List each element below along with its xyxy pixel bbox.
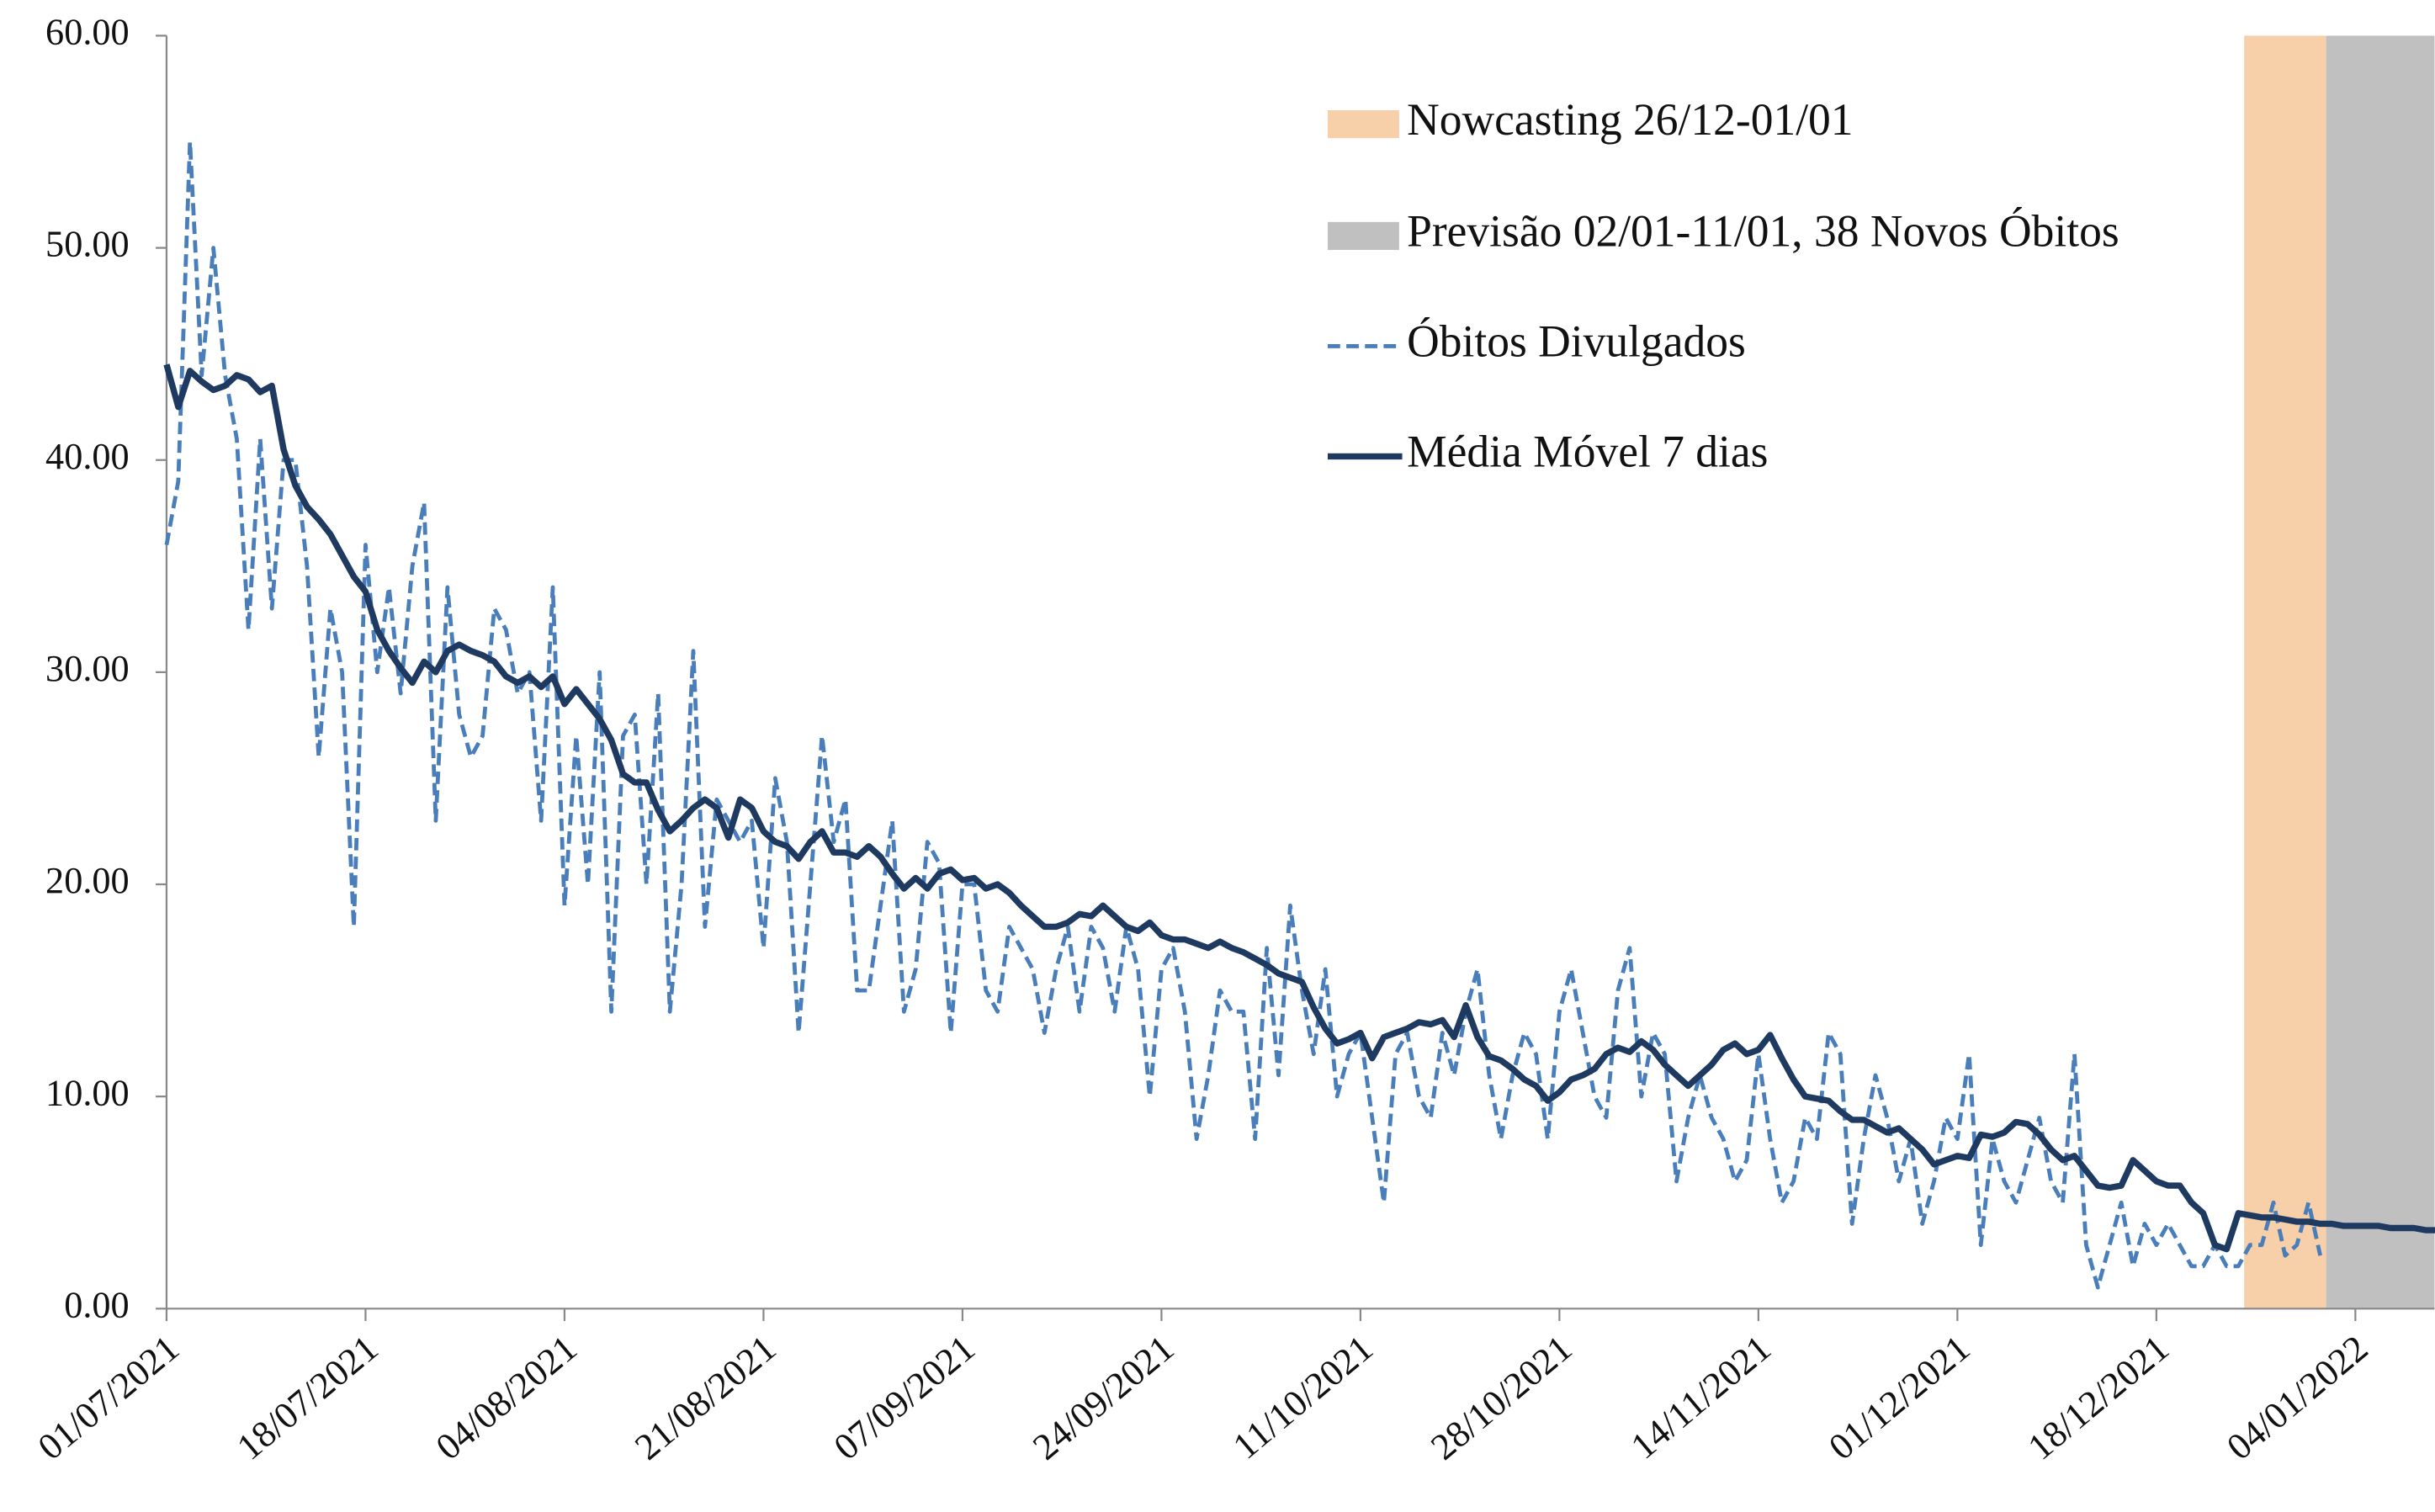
span-band <box>2326 35 2435 1309</box>
x-tick-label: 01/12/2021 <box>1821 1327 1977 1467</box>
y-tick-label: 30.00 <box>45 648 130 689</box>
x-tick-label: 07/09/2021 <box>826 1327 983 1467</box>
y-tick-label: 10.00 <box>45 1072 130 1113</box>
legend-label: Média Móvel 7 dias <box>1407 427 1768 477</box>
x-tick-label: 04/08/2021 <box>428 1327 585 1467</box>
x-tick-label: 18/12/2021 <box>2020 1327 2177 1467</box>
x-tick-label: 01/07/2021 <box>30 1327 187 1467</box>
y-tick-label: 40.00 <box>45 436 130 477</box>
y-tick-label: 20.00 <box>45 860 130 901</box>
legend-swatch <box>1327 109 1399 139</box>
x-tick-label: 18/07/2021 <box>229 1327 385 1467</box>
span-band <box>2244 35 2326 1309</box>
x-tick-label: 28/10/2021 <box>1423 1327 1579 1467</box>
legend-label: Nowcasting 26/12-01/01 <box>1407 94 1853 145</box>
x-tick-label: 11/10/2021 <box>1225 1327 1381 1467</box>
y-tick-label: 50.00 <box>45 224 130 265</box>
legend-label: Previsão 02/01-11/01, 38 Novos Óbitos <box>1407 206 2119 257</box>
legend-label: Óbitos Divulgados <box>1407 316 1746 367</box>
x-tick-label: 21/08/2021 <box>627 1327 783 1467</box>
series-line <box>163 363 2435 1253</box>
y-tick-label: 60.00 <box>45 12 130 53</box>
legend-swatch <box>1327 221 1399 251</box>
series-line <box>164 140 2322 1290</box>
x-tick-label: 24/09/2021 <box>1025 1327 1181 1467</box>
x-tick-label: 04/01/2022 <box>2219 1327 2375 1467</box>
x-tick-label: 14/11/2021 <box>1623 1327 1779 1467</box>
y-tick-label: 0.00 <box>64 1284 129 1325</box>
